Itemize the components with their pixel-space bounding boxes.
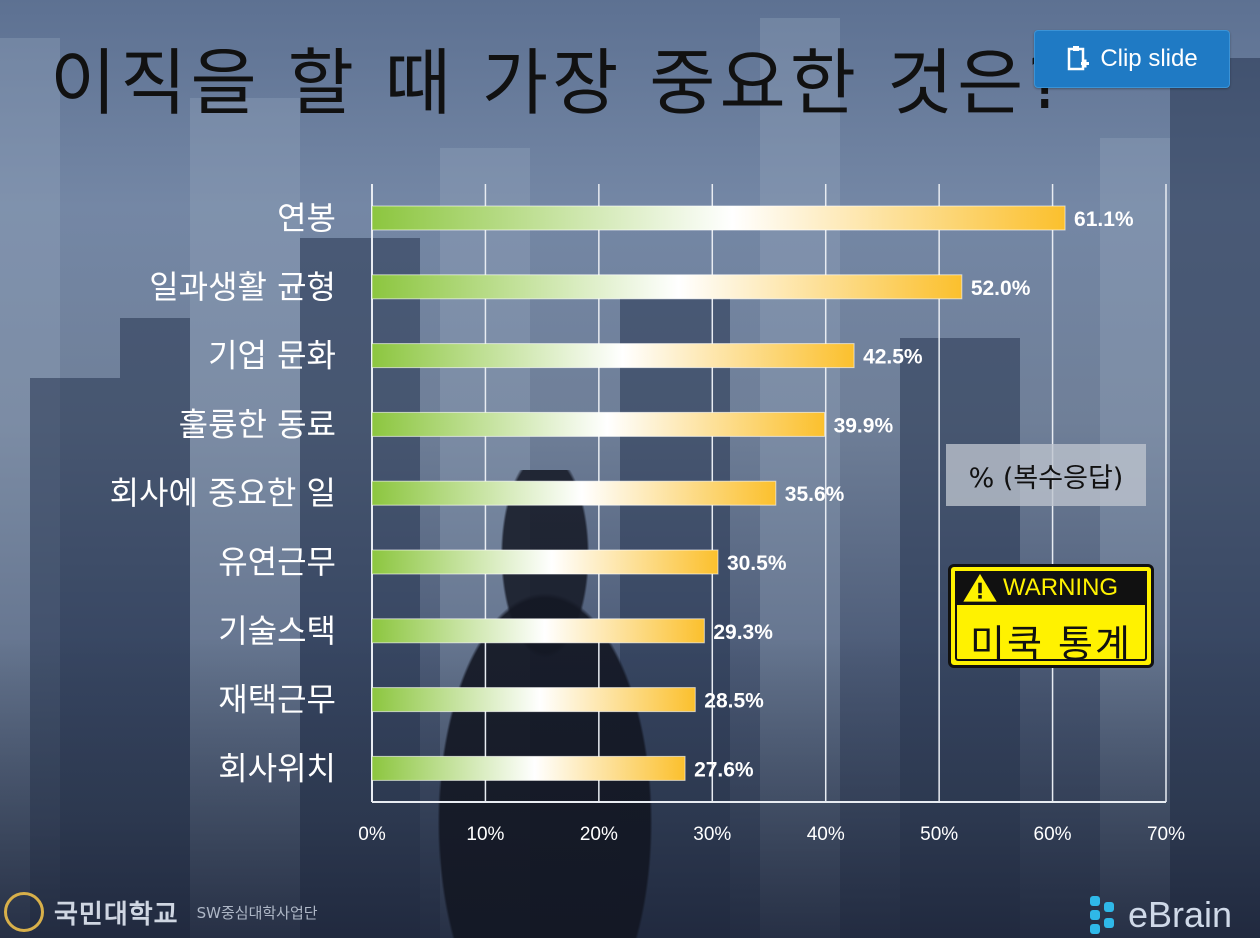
category-label-8: 재택근무 <box>218 681 336 719</box>
brand-logo-area: eBrain <box>1088 892 1232 938</box>
value-label-6: 30.5% <box>727 552 787 575</box>
x-tick-label-70: 70% <box>1147 824 1185 845</box>
x-tick-label-50: 50% <box>920 824 958 845</box>
value-label-4: 39.9% <box>834 414 894 437</box>
warning-triangle-icon <box>963 573 997 602</box>
bar-7 <box>371 618 705 644</box>
clip-icon <box>1068 46 1090 71</box>
value-label-5: 35.6% <box>785 483 845 506</box>
category-label-5: 회사에 중요한 일 <box>110 474 336 512</box>
category-label-3: 기업 문화 <box>208 337 336 375</box>
x-tick-label-0: 0% <box>358 824 386 845</box>
x-tick-label-60: 60% <box>1034 824 1072 845</box>
clip-slide-button[interactable]: Clip slide <box>1034 30 1230 88</box>
slide-title: 이직을 할 때 가장 중요한 것은? <box>50 41 1070 125</box>
bar-1 <box>371 205 1066 231</box>
x-tick-label-40: 40% <box>807 824 845 845</box>
bar-6 <box>371 549 719 575</box>
x-tick-label-20: 20% <box>580 824 618 845</box>
bar-5 <box>371 480 777 506</box>
ebrain-mark-icon <box>1088 894 1118 936</box>
bar-8 <box>371 687 696 713</box>
bar-2 <box>371 274 963 300</box>
x-tick-label-10: 10% <box>466 824 504 845</box>
value-label-9: 27.6% <box>694 758 754 781</box>
category-label-4: 훌륭한 동료 <box>179 405 336 443</box>
value-label-2: 52.0% <box>971 277 1031 300</box>
bar-3 <box>371 343 855 369</box>
warning-text: 미쿡 통계 <box>970 622 1132 666</box>
warning-sign: WARNING 미쿡 통계 <box>948 564 1154 668</box>
multiple-response-note: % (복수응답) <box>946 444 1146 506</box>
university-logo-area: 국민대학교 SW중심대학사업단 <box>4 888 318 936</box>
bar-9 <box>371 755 686 781</box>
category-label-9: 회사위치 <box>218 749 336 787</box>
value-label-8: 28.5% <box>704 690 764 713</box>
value-label-1: 61.1% <box>1074 208 1134 231</box>
brand-name: eBrain <box>1128 894 1233 935</box>
university-emblem-icon <box>4 892 44 932</box>
program-name: SW중심대학사업단 <box>196 903 318 922</box>
x-tick-label-30: 30% <box>693 824 731 845</box>
warning-label: WARNING <box>1003 574 1119 601</box>
clip-slide-label: Clip slide <box>1100 45 1198 72</box>
university-name: 국민대학교 <box>54 899 179 930</box>
value-label-3: 42.5% <box>863 346 923 369</box>
category-label-2: 일과생활 균형 <box>149 268 336 306</box>
value-label-7: 29.3% <box>713 621 773 644</box>
category-label-1: 연봉 <box>277 199 336 237</box>
bar-4 <box>371 411 826 437</box>
category-label-6: 유연근무 <box>218 543 336 581</box>
category-label-7: 기술스택 <box>218 612 336 650</box>
warning-header: WARNING <box>955 571 1147 605</box>
